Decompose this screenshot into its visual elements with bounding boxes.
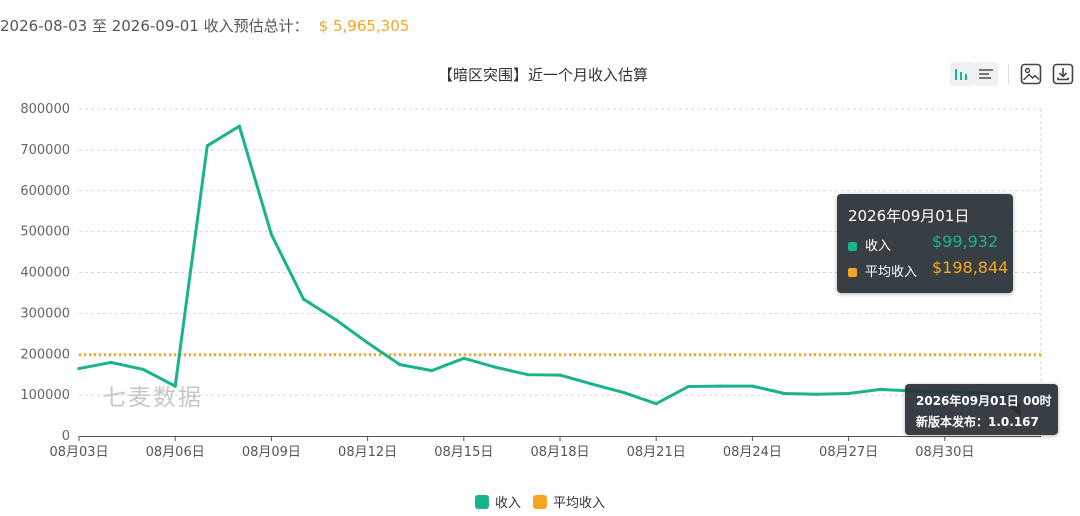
data-point-revenue: [333, 317, 338, 322]
markpoint-release-note: 新版本发布：1.0.167: [916, 415, 1039, 429]
data-point-revenue: [750, 384, 755, 388]
summary-range-text: 2026-08-03 至 2026-09-01 收入预估总计：: [0, 17, 309, 35]
legend-swatch-average: [533, 494, 547, 509]
tooltip-date: 2026年09月01日: [848, 207, 970, 225]
save-image-icon[interactable]: [1019, 62, 1043, 86]
y-tick-label: 200000: [20, 347, 70, 362]
x-tick-label: 08月18日: [530, 445, 589, 460]
data-point-revenue: [494, 365, 498, 369]
x-tick-label: 08月15日: [434, 445, 493, 460]
y-tick-label: 700000: [20, 143, 70, 158]
legend-label-average: 平均收入: [553, 496, 606, 511]
tooltip-average-value: $198,844: [932, 258, 1009, 277]
chart-toolbar: [950, 60, 1075, 88]
series-line-revenue: [78, 124, 1010, 406]
data-point-revenue: [654, 402, 658, 406]
x-tick-label: 08月06日: [146, 445, 205, 460]
x-tick-label: 08月03日: [49, 445, 108, 460]
legend-label-revenue: 收入: [494, 496, 521, 511]
y-tick-label: 300000: [20, 306, 70, 321]
y-tick-label: 100000: [20, 388, 70, 403]
legend-item-revenue[interactable]: 收入: [474, 492, 521, 511]
data-point-revenue: [814, 392, 819, 396]
data-point-revenue: [205, 144, 209, 148]
tooltip-average-label: 平均收入: [865, 265, 918, 280]
markpoint-datetime: 2026年09月01日 00时: [916, 394, 1052, 408]
y-tick-label: 400000: [20, 266, 70, 281]
tooltip-revenue-swatch: [848, 242, 857, 251]
data-point-revenue: [462, 356, 466, 360]
data-point-revenue: [141, 367, 145, 371]
y-tick-label: 800000: [20, 102, 70, 117]
data-point-revenue: [269, 232, 273, 237]
x-tick-label: 08月12日: [338, 445, 397, 460]
data-point-revenue: [366, 341, 370, 345]
y-tick-label: 0: [62, 429, 70, 444]
y-tick-label: 600000: [20, 184, 70, 199]
y-tick-label: 500000: [20, 225, 70, 240]
tooltip-revenue-value: $99,932: [932, 232, 999, 251]
data-point-revenue: [782, 391, 787, 396]
data-point-revenue: [622, 391, 626, 395]
download-icon[interactable]: [1051, 62, 1075, 86]
data-point-revenue: [526, 373, 530, 377]
data-point-revenue: [686, 384, 690, 389]
bar-chart-icon[interactable]: [950, 62, 974, 86]
legend-swatch-revenue: [474, 494, 489, 509]
data-point-revenue: [590, 382, 594, 386]
data-point-revenue: [237, 124, 241, 128]
chart-legend: 收入 平均收入: [0, 492, 1080, 511]
x-tick-label: 08月30日: [915, 445, 974, 460]
data-point-revenue: [173, 384, 177, 388]
x-tick-label: 08月27日: [819, 445, 878, 460]
version-markpoint-tooltip: 2026年09月01日 00时 新版本发布：1.0.167: [905, 384, 1058, 435]
data-point-revenue: [77, 366, 81, 371]
tooltip-average-swatch: [848, 268, 857, 277]
data-point-revenue: [847, 391, 851, 396]
watermark: 七麦数据: [103, 385, 203, 411]
tooltip-row-average: 平均收入 $198,844: [848, 258, 1008, 280]
x-tick-label: 08月09日: [242, 445, 301, 460]
summary-total: $ 5,965,305: [318, 17, 410, 35]
data-point-revenue: [109, 360, 113, 365]
data-point-revenue: [718, 384, 722, 388]
data-tooltip: 2026年09月01日 收入 $99,932 平均收入 $198,844: [837, 194, 1013, 293]
x-tick-label: 08月24日: [723, 445, 782, 460]
list-icon[interactable]: [974, 62, 998, 86]
toolbar-divider: [1008, 64, 1009, 84]
chart-title: 【暗区突围】近一个月收入估算: [437, 66, 648, 84]
tooltip-revenue-label: 收入: [865, 239, 892, 254]
data-point-revenue: [398, 362, 402, 367]
revenue-summary: 2026-08-03 至 2026-09-01 收入预估总计： $ 5,965,3…: [0, 15, 409, 36]
legend-item-average[interactable]: 平均收入: [533, 492, 605, 511]
data-point-revenue: [558, 373, 562, 377]
data-point-revenue: [879, 387, 883, 392]
data-point-revenue: [430, 369, 434, 373]
data-point-revenue: [301, 297, 306, 301]
x-tick-label: 08月21日: [627, 445, 686, 460]
tooltip-row-revenue: 收入 $99,932: [848, 232, 998, 254]
